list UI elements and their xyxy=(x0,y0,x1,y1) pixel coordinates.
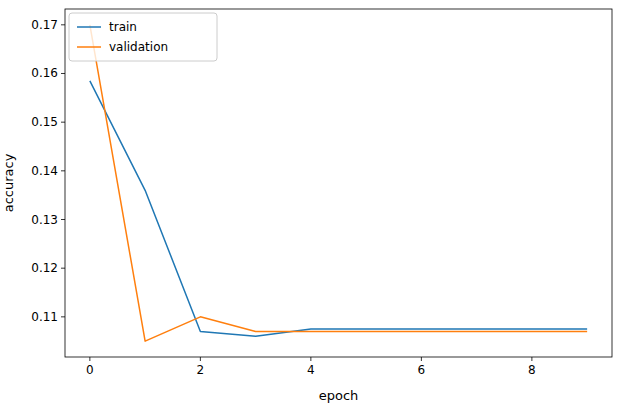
y-tick-label: 0.14 xyxy=(31,164,58,178)
legend-label: validation xyxy=(109,40,168,54)
x-tick xyxy=(310,357,311,361)
series-group xyxy=(90,25,587,341)
x-tick-label: 8 xyxy=(528,363,536,377)
x-tick xyxy=(531,357,532,361)
y-tick xyxy=(61,122,65,123)
y-tick xyxy=(61,316,65,317)
x-tick xyxy=(421,357,422,361)
y-tick xyxy=(61,219,65,220)
y-tick-label: 0.17 xyxy=(31,18,58,32)
chart: 0 2 4 6 8 0.11 0.12 0.13 0.14 0.15 0.16 0.17 epoch ac… xyxy=(0,0,618,410)
y-axis-label: accuracy xyxy=(1,153,16,212)
legend-swatch xyxy=(77,46,101,48)
x-tick xyxy=(200,357,201,361)
legend-swatch xyxy=(77,26,101,28)
x-tick xyxy=(89,357,90,361)
y-tick-label: 0.11 xyxy=(31,310,58,324)
x-tick-label: 6 xyxy=(418,363,426,377)
y-tick-label: 0.13 xyxy=(31,213,58,227)
y-tick-label: 0.15 xyxy=(31,115,58,129)
x-tick-label: 4 xyxy=(307,363,315,377)
y-tick xyxy=(61,73,65,74)
y-tick xyxy=(61,24,65,25)
y-tick-label: 0.16 xyxy=(31,66,58,80)
x-axis-label: epoch xyxy=(319,388,359,403)
y-tick xyxy=(61,268,65,269)
line xyxy=(90,25,587,341)
legend-label: train xyxy=(109,20,137,34)
x-tick-label: 2 xyxy=(197,363,205,377)
x-tick-label: 0 xyxy=(86,363,94,377)
plot-frame xyxy=(65,9,612,357)
y-tick-label: 0.12 xyxy=(31,261,58,275)
y-tick xyxy=(61,170,65,171)
line xyxy=(90,81,587,337)
legend-box xyxy=(69,13,217,61)
